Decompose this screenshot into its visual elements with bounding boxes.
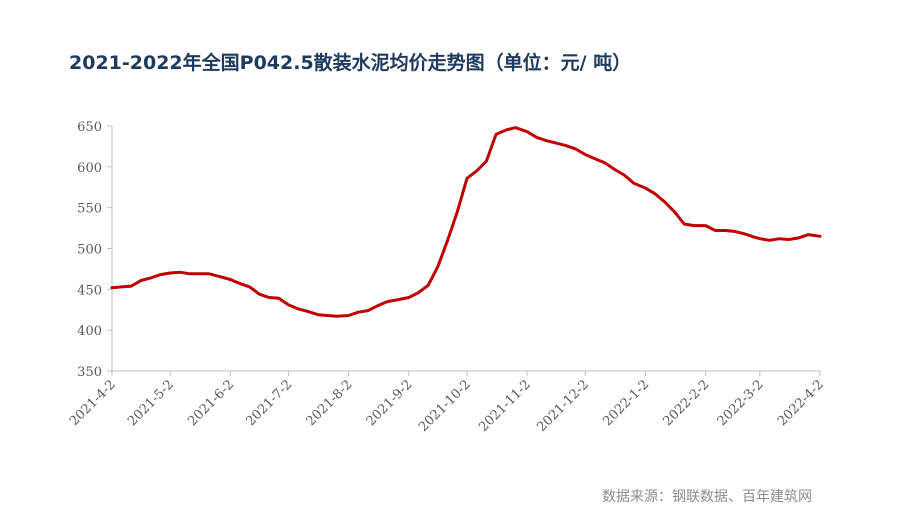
y-tick-label: 350 — [77, 365, 102, 380]
y-tick-label: 400 — [77, 324, 102, 339]
x-tick-label: 2021-4-2 — [67, 377, 119, 429]
data-source: 数据来源：钢联数据、百年建筑网 — [602, 489, 812, 505]
x-tick-label: 2021-10-2 — [416, 377, 474, 435]
x-tick-label: 2021-8-2 — [304, 377, 356, 429]
x-tick-label: 2021-11-2 — [476, 377, 534, 435]
x-tick-label: 2022-3-2 — [715, 377, 767, 429]
chart-axes — [111, 126, 820, 372]
y-tick-label: 450 — [77, 283, 102, 298]
x-tick-label: 2021-9-2 — [364, 377, 416, 429]
x-tick-label: 2021-5-2 — [125, 377, 177, 429]
x-tick-label: 2022-2-2 — [660, 377, 712, 429]
x-axis-ticks: 2021-4-2 2021-5-2 2021-6-2 2021-7-2 2021-8-2… — [67, 371, 827, 435]
y-axis-ticks: 350 400 450 500 550 600 650 — [77, 120, 112, 380]
x-tick-label: 2021-7-2 — [243, 377, 295, 429]
y-tick-label: 550 — [77, 202, 102, 217]
y-tick-label: 650 — [77, 120, 102, 135]
x-tick-label: 2022-1-2 — [600, 377, 652, 429]
chart-title: 2021-2022年全国P042.5散装水泥均价走势图（单位：元/ 吨） — [69, 52, 632, 74]
x-tick-label: 2022-4-2 — [775, 377, 827, 429]
x-tick-label: 2021-6-2 — [185, 377, 237, 429]
series-line — [110, 126, 822, 318]
y-tick-label: 600 — [77, 161, 102, 176]
y-tick-label: 500 — [77, 243, 102, 258]
x-tick-label: 2021-12-2 — [534, 377, 592, 435]
